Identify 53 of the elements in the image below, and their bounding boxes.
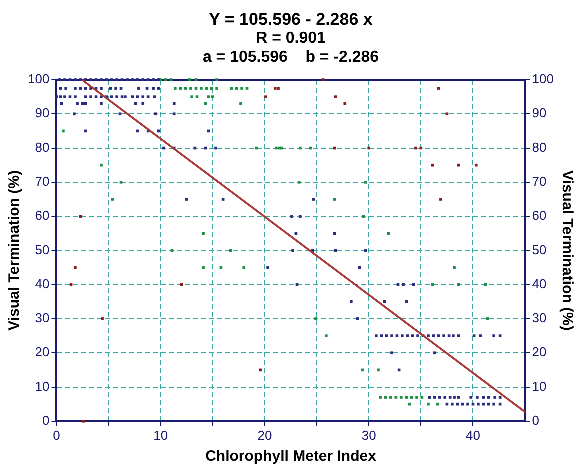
point	[334, 96, 338, 98]
y-tick-label: 0	[42, 412, 50, 428]
y2-tick-label: 80	[532, 140, 547, 155]
y-tick-label: 70	[35, 174, 50, 189]
point	[457, 164, 460, 167]
point	[180, 283, 184, 286]
y2-tick-label: 20	[532, 344, 547, 360]
point	[79, 215, 82, 218]
y2-tick-label: 50	[532, 242, 547, 258]
point	[277, 87, 280, 90]
point	[474, 164, 478, 167]
point	[74, 266, 77, 270]
y-tick-label: 100	[28, 72, 50, 87]
chart-subtitle: R = 0.901	[255, 30, 327, 48]
point	[437, 87, 440, 90]
y2-tick-label: 90	[532, 106, 547, 121]
y2-tick-label: 30	[532, 310, 547, 326]
y-tick-label: 10	[35, 378, 50, 394]
point	[440, 198, 442, 201]
point	[414, 146, 418, 150]
point	[344, 102, 347, 106]
point	[368, 146, 371, 150]
point	[446, 112, 449, 116]
y2-tick-label: 40	[532, 276, 547, 292]
x-axis-title: Chlorophyll Meter Index	[206, 448, 378, 466]
point	[431, 164, 434, 167]
chart-title: Y = 105.596 - 2.286 x	[208, 10, 374, 30]
point	[101, 318, 104, 320]
x-tick-label: 30	[362, 428, 376, 443]
y2-axis-title: Visual Termination (%)	[558, 170, 576, 331]
y2-tick-label: 60	[532, 208, 547, 224]
y-axis-title: Visual Termination (%)	[6, 170, 24, 331]
x-tick-label: 40	[466, 428, 480, 443]
y2-tick-label: 100	[532, 72, 554, 87]
y-tick-label: 80	[35, 140, 50, 155]
y-tick-label: 30	[35, 310, 50, 326]
point	[322, 78, 325, 82]
y-tick-label: 90	[35, 106, 50, 121]
point	[82, 420, 86, 423]
x-tick-label: 0	[53, 428, 60, 443]
y-tick-label: 60	[35, 208, 50, 224]
y-tick-label: 40	[35, 276, 50, 292]
text: a = 105.596 b = -2.286	[202, 49, 380, 67]
point	[264, 96, 268, 98]
y2-tick-label: 70	[532, 174, 547, 189]
y2-tick-label: 0	[532, 412, 540, 428]
x-tick-label: 10	[154, 428, 168, 443]
y2-tick-label: 10	[532, 378, 547, 394]
y-tick-label: 20	[35, 344, 50, 360]
x-tick-label: 20	[258, 428, 272, 443]
y-tick-label: 50	[35, 242, 50, 258]
point	[70, 283, 73, 286]
point	[274, 87, 277, 90]
